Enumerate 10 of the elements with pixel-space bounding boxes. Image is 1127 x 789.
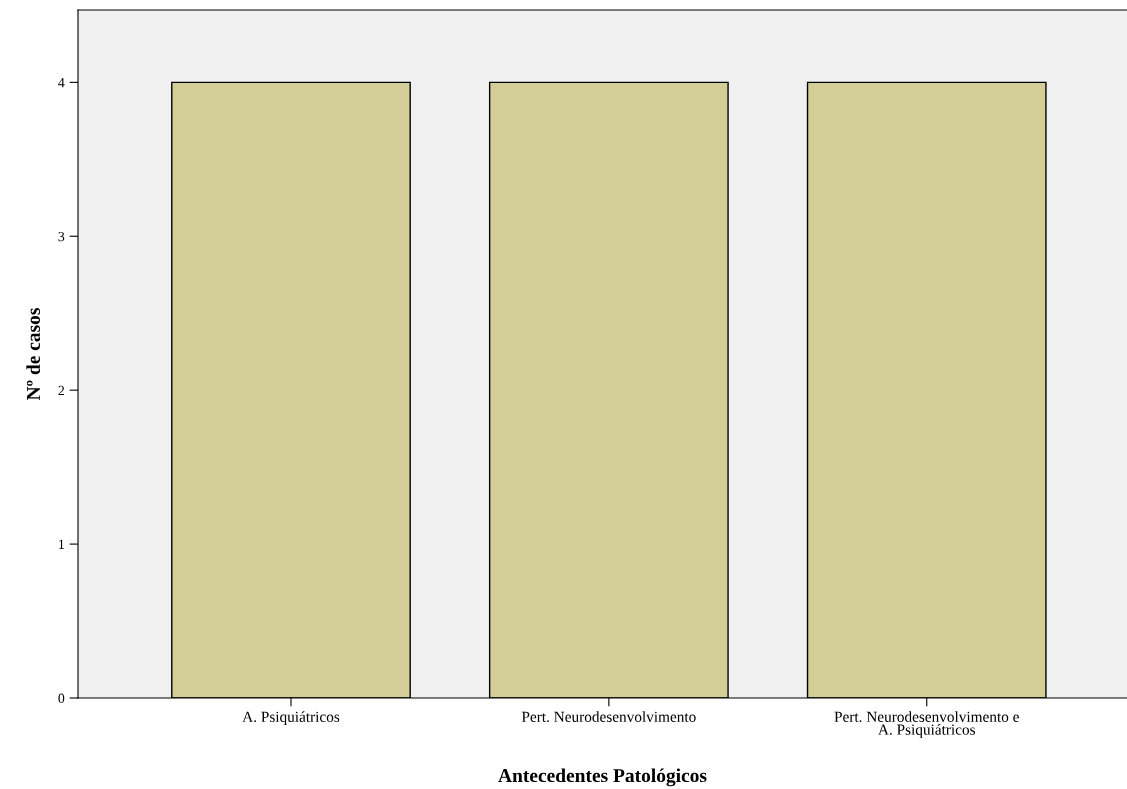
y-tick-label: 4 (58, 78, 65, 88)
x-tick-label: Pert. Neurodesenvolvimento (521, 711, 696, 723)
y-tick-label: 3 (58, 231, 65, 242)
y-tick-label: 0 (58, 693, 65, 703)
x-tick-label: Pert. Neurodesenvolvimento e A. Psiquiátricos (834, 711, 1019, 738)
x-axis-title: Antecedentes Patológicos (498, 768, 707, 787)
y-tick-label: 2 (58, 385, 65, 395)
x-tick-label: A. Psiquiátricos (242, 711, 340, 726)
y-tick-label: 1 (59, 539, 64, 549)
y-axis-title: Nº de casos (26, 308, 41, 401)
